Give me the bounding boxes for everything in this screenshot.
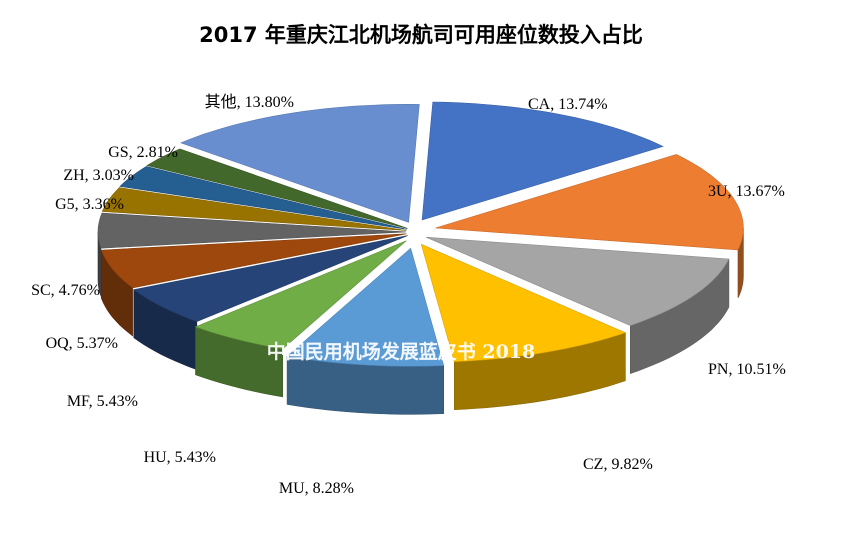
pie-slice-GS — [146, 148, 408, 229]
slice-label-SC: SC, 4.76% — [31, 282, 100, 299]
slice-labels: CA, 13.74% 3U, 13.67% PN, 10.51% CZ, 9.82% M… — [31, 93, 786, 497]
pie-slice-CZ — [420, 243, 627, 363]
slice-label-CA: CA, 13.74% — [528, 96, 608, 113]
pie-slice-G5 — [101, 187, 407, 231]
pie-slice-CA — [421, 101, 664, 221]
slice-label-OQ: OQ, 5.37% — [46, 335, 118, 352]
watermark-text: 中国民用机场发展蓝皮书 2018 — [267, 340, 536, 363]
slice-label-CZ: CZ, 9.82% — [583, 456, 653, 473]
slice-label-PN: PN, 10.51% — [708, 361, 786, 378]
slice-label-MU: MU, 8.28% — [279, 480, 354, 497]
pie-slice-HU — [194, 240, 407, 350]
pie-slice-其他 — [180, 103, 420, 223]
pie-slice-OQ — [100, 233, 407, 289]
slice-label-其他: 其他, 13.80% — [205, 93, 294, 111]
slice-label-G5: G5, 3.36% — [55, 196, 124, 213]
chart-title: 2017 年重庆江北机场航司可用座位数投入占比 — [199, 23, 643, 47]
pie-slice-ZH — [119, 166, 407, 230]
slice-label-MF: MF, 5.43% — [67, 393, 138, 410]
pie-slice-MU — [286, 247, 445, 367]
pie-slice-MF — [133, 235, 408, 322]
slice-label-HU: HU, 5.43% — [144, 449, 216, 466]
pie-slice-3U — [435, 154, 744, 251]
slice-label-3U: 3U, 13.67% — [708, 183, 785, 200]
slice-label-GS: GS, 2.81% — [108, 144, 178, 161]
pie-slice-PN — [426, 236, 730, 326]
pie-slice-SC — [97, 212, 407, 249]
pie-slices — [97, 101, 744, 415]
slice-label-ZH: ZH, 3.03% — [63, 167, 134, 184]
